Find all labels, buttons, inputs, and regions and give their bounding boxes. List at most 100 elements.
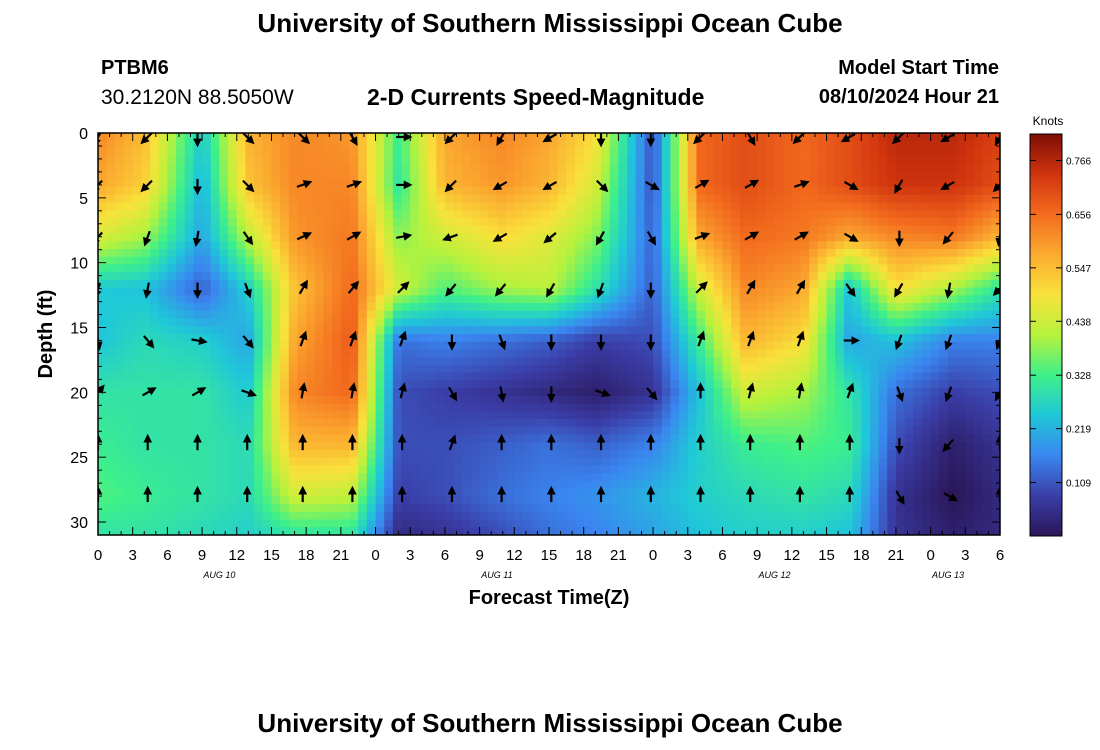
heatmap-cell bbox=[566, 272, 576, 281]
heatmap-cell bbox=[661, 194, 672, 204]
heatmap-cell bbox=[609, 241, 619, 250]
heatmap-cell bbox=[557, 163, 567, 173]
heatmap-cell bbox=[453, 202, 463, 211]
heatmap-cell bbox=[549, 248, 559, 258]
heatmap-cell bbox=[696, 295, 706, 304]
heatmap-cell bbox=[670, 449, 680, 459]
heatmap-cell bbox=[843, 241, 854, 250]
heatmap-cell bbox=[306, 449, 316, 459]
heatmap-cell bbox=[739, 449, 750, 459]
heatmap-cell bbox=[705, 256, 715, 266]
heatmap-cell bbox=[618, 156, 628, 165]
heatmap-cell bbox=[791, 480, 802, 490]
heatmap-cell bbox=[392, 380, 403, 389]
heatmap-cell bbox=[817, 419, 828, 428]
heatmap-cell bbox=[644, 411, 654, 420]
heatmap-cell bbox=[349, 210, 359, 219]
heatmap-cell bbox=[757, 163, 767, 173]
heatmap-cell bbox=[670, 140, 680, 150]
heatmap-cell bbox=[809, 256, 819, 266]
heatmap-cell bbox=[583, 202, 593, 211]
heatmap-cell bbox=[661, 287, 672, 296]
heatmap-cell bbox=[540, 194, 550, 204]
heatmap-cell bbox=[601, 364, 611, 374]
heatmap-cell bbox=[878, 349, 888, 358]
heatmap-cell bbox=[783, 202, 793, 211]
heatmap-cell bbox=[653, 457, 663, 467]
heatmap-cell bbox=[401, 480, 411, 490]
heatmap-cell bbox=[332, 248, 342, 258]
heatmap-cell bbox=[505, 326, 515, 335]
heatmap-cell bbox=[913, 473, 923, 482]
heatmap-cell bbox=[141, 372, 151, 381]
heatmap-cell bbox=[106, 171, 116, 180]
heatmap-cell bbox=[228, 194, 238, 204]
heatmap-cell bbox=[141, 419, 151, 428]
heatmap-cell bbox=[592, 449, 602, 459]
heatmap-cell bbox=[384, 241, 394, 250]
heatmap-cell bbox=[314, 372, 325, 381]
heatmap-cell bbox=[878, 310, 888, 320]
heatmap-cell bbox=[809, 380, 819, 389]
heatmap-cell bbox=[453, 210, 463, 219]
heatmap-cell bbox=[470, 140, 481, 150]
heatmap-cell bbox=[323, 241, 333, 250]
heatmap-cell bbox=[653, 449, 663, 459]
heatmap-cell bbox=[150, 426, 160, 436]
heatmap-cell bbox=[115, 187, 125, 196]
heatmap-cell bbox=[314, 272, 325, 281]
heatmap-cell bbox=[470, 465, 481, 474]
heatmap-cell bbox=[904, 326, 914, 335]
heatmap-cell bbox=[765, 287, 776, 296]
station-coordinates: 30.2120N 88.5050W bbox=[101, 86, 294, 109]
heatmap-cell bbox=[947, 148, 958, 157]
heatmap-cell bbox=[661, 395, 672, 405]
heatmap-cell bbox=[462, 442, 472, 451]
heatmap-cell bbox=[262, 465, 273, 474]
heatmap-cell bbox=[566, 334, 576, 343]
heatmap-cell bbox=[904, 233, 914, 242]
heatmap-cell bbox=[332, 163, 342, 173]
heatmap-cell bbox=[401, 202, 411, 211]
heatmap-cell bbox=[479, 449, 489, 459]
heatmap-cell bbox=[358, 310, 368, 320]
heatmap-cell bbox=[627, 465, 637, 474]
heatmap-cell bbox=[488, 318, 498, 327]
heatmap-cell bbox=[375, 295, 385, 304]
heatmap-cell bbox=[583, 171, 593, 180]
heatmap-cell bbox=[531, 248, 541, 258]
heatmap-cell bbox=[575, 171, 585, 180]
heatmap-cell bbox=[314, 480, 325, 490]
heatmap-cell bbox=[757, 403, 767, 412]
heatmap-cell bbox=[921, 171, 932, 180]
heatmap-cell bbox=[982, 148, 992, 157]
heatmap-cell bbox=[913, 442, 923, 451]
heatmap-cell bbox=[280, 457, 290, 467]
heatmap-cell bbox=[262, 179, 273, 188]
heatmap-cell bbox=[913, 480, 923, 490]
heatmap-cell bbox=[991, 318, 1000, 327]
heatmap-cell bbox=[852, 419, 862, 428]
heatmap-cell bbox=[332, 341, 342, 351]
heatmap-cell bbox=[340, 473, 351, 482]
heatmap-cell bbox=[531, 395, 541, 405]
heatmap-cell bbox=[635, 310, 645, 320]
heatmap-cell bbox=[852, 357, 862, 366]
heatmap-cell bbox=[132, 272, 142, 281]
heatmap-cell bbox=[522, 287, 533, 296]
heatmap-cell bbox=[826, 488, 836, 497]
heatmap-cell bbox=[245, 364, 255, 374]
heatmap-cell bbox=[705, 465, 715, 474]
heatmap-cell bbox=[106, 372, 116, 381]
heatmap-cell bbox=[670, 403, 680, 412]
heatmap-cell bbox=[392, 388, 403, 397]
heatmap-cell bbox=[783, 395, 793, 405]
heatmap-cell bbox=[418, 295, 429, 304]
heatmap-cell bbox=[262, 380, 273, 389]
heatmap-cell bbox=[522, 256, 533, 266]
heatmap-cell bbox=[384, 442, 394, 451]
heatmap-cell bbox=[722, 225, 732, 235]
heatmap-cell bbox=[592, 272, 602, 281]
heatmap-cell bbox=[705, 202, 715, 211]
heatmap-cell bbox=[271, 233, 281, 242]
